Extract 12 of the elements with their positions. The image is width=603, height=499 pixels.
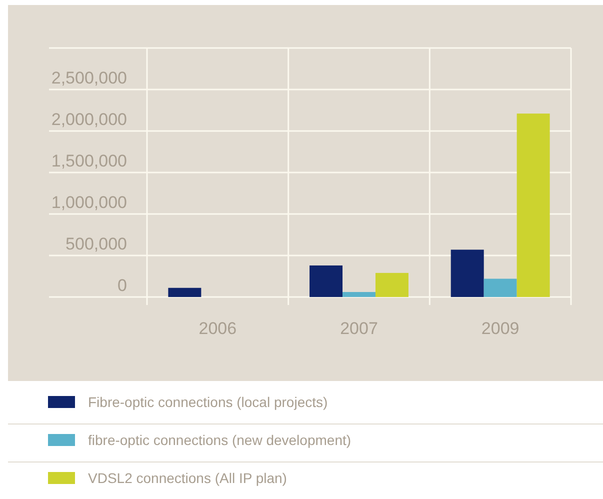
legend-label: VDSL2 connections (All IP plan) [88, 470, 287, 486]
legend-label: Fibre-optic connections (local projects) [88, 394, 328, 410]
x-tick-label: 2006 [198, 319, 237, 338]
y-tick-label: 500,000 [66, 234, 127, 254]
y-tick-label: 1,500,000 [51, 152, 127, 170]
y-tick-label: 1,000,000 [51, 193, 127, 212]
y-tick-label: 0 [118, 276, 127, 295]
legend-label: fibre-optic connections (new development) [88, 432, 352, 448]
y-tick-label: 2,000,000 [51, 110, 127, 129]
x-tick-label: 2009 [481, 319, 520, 338]
x-tick-label: 2007 [340, 319, 378, 338]
y-tick-label: 2,500,000 [51, 68, 127, 88]
